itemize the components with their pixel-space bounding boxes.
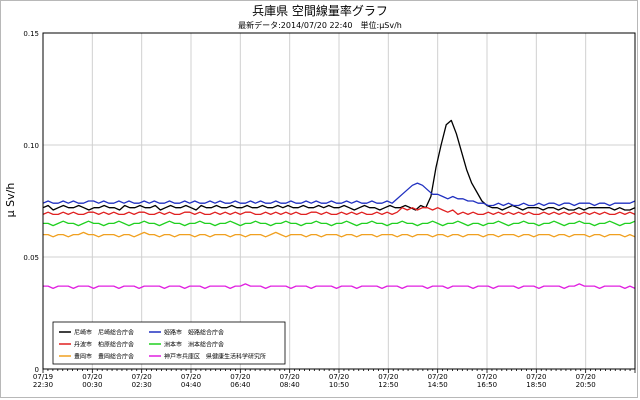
y-tick-label: 0 (35, 366, 39, 374)
x-tick-label-date: 07/20 (477, 373, 497, 381)
y-tick-label: 0.10 (23, 142, 39, 150)
series-line-3 (42, 182, 636, 207)
x-tick-label-date: 07/20 (526, 373, 546, 381)
x-tick-label-date: 07/20 (329, 373, 349, 381)
x-tick-label-time: 08:40 (280, 381, 300, 389)
x-tick-label-date: 07/20 (378, 373, 398, 381)
series-line-2 (43, 231, 636, 238)
series-line-0 (42, 119, 636, 211)
series-line-4 (43, 220, 636, 227)
x-tick-label-time: 02:30 (132, 381, 152, 389)
x-tick-label-time: 18:50 (526, 381, 546, 389)
x-tick-label-time: 20:50 (576, 381, 596, 389)
series-lines (42, 119, 636, 290)
legend-box (52, 321, 286, 365)
x-tick-label-time: 14:50 (428, 381, 448, 389)
legend-label-0: 尼崎市 尼崎総合庁舎 (74, 329, 134, 337)
x-tick-label-date: 07/20 (428, 373, 448, 381)
series-line-1 (42, 207, 636, 216)
chart-title: 兵庫県 空間線量率グラフ (252, 3, 388, 18)
x-tick-label-time: 22:30 (33, 381, 53, 389)
plot-area (42, 32, 636, 370)
legend-label-3: 姫路市 姫路総合庁舎 (164, 329, 224, 337)
x-tick-label-date: 07/19 (33, 373, 53, 381)
x-axis-ticks: 07/1922:3007/2000:3007/2002:3007/2004:40… (33, 369, 636, 389)
x-tick-label-time: 12:50 (378, 381, 398, 389)
y-tick-label: 0.05 (23, 254, 39, 262)
x-tick-label-date: 07/20 (280, 373, 300, 381)
grid (42, 32, 635, 370)
x-tick-label-date: 07/20 (132, 373, 152, 381)
x-tick-label-date: 07/20 (82, 373, 102, 381)
y-axis-label: μ Sv/h (4, 183, 17, 218)
x-tick-label-time: 04:40 (181, 381, 201, 389)
legend-label-4: 洲本市 洲本総合庁舎 (164, 341, 224, 349)
series-line-5 (43, 283, 636, 290)
x-tick-label-time: 06:40 (230, 381, 250, 389)
x-tick-label-time: 00:30 (82, 381, 102, 389)
x-tick-label-date: 07/20 (230, 373, 250, 381)
y-axis-ticks: 0 0.05 0.10 0.15 (23, 30, 39, 374)
legend-label-5: 神戸市兵庫区 県健康生活科学研究所 (164, 353, 266, 361)
x-tick-label-time: 10:50 (329, 381, 349, 389)
y-tick-label: 0.15 (23, 30, 39, 38)
x-tick-label-time: 16:50 (477, 381, 497, 389)
legend-label-1: 丹波市 柏原総合庁舎 (74, 341, 134, 349)
chart-subtitle: 最新データ:2014/07/20 22:40 単位:μSv/h (238, 20, 402, 30)
legend-label-2: 豊岡市 豊岡総合庁舎 (74, 353, 134, 361)
x-tick-label-date: 07/20 (181, 373, 201, 381)
x-tick-label-date: 07/20 (576, 373, 596, 381)
